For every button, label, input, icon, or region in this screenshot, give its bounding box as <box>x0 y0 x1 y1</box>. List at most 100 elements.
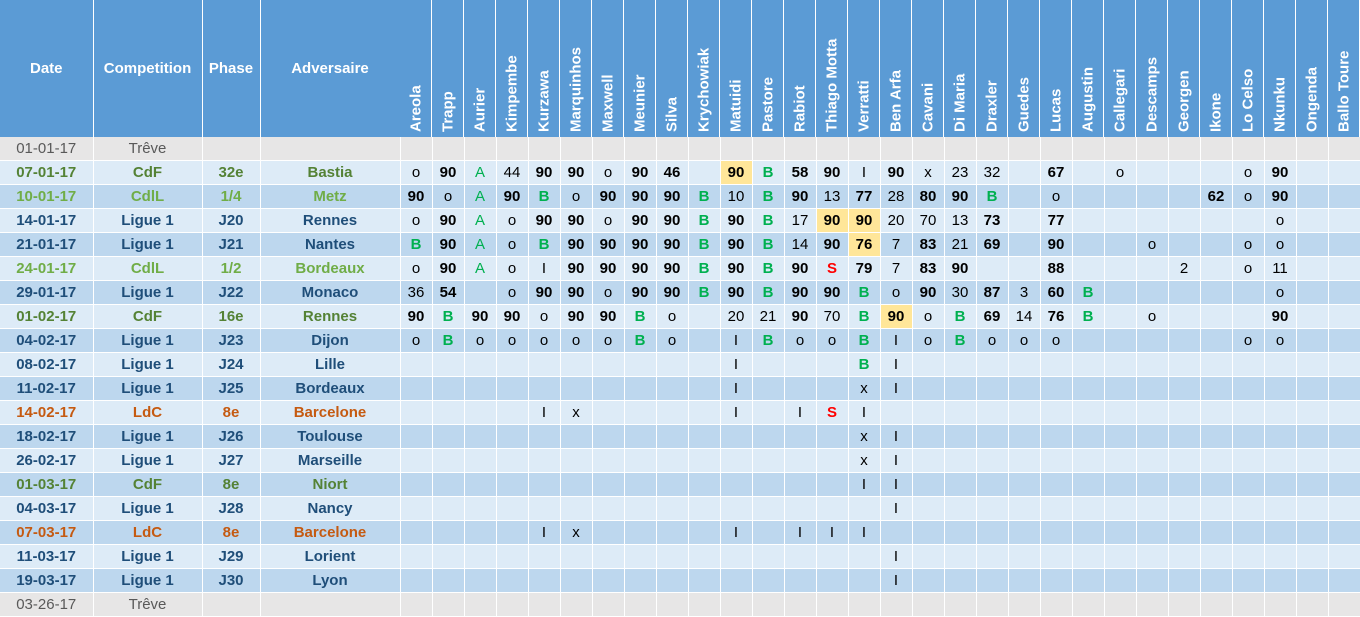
player-cell[interactable] <box>1232 137 1265 161</box>
player-cell[interactable]: o <box>912 328 945 353</box>
player-cell[interactable]: 54 <box>432 280 465 305</box>
player-cell[interactable]: B <box>687 208 721 233</box>
player-cell[interactable]: o <box>1232 328 1265 353</box>
player-cell[interactable]: 90 <box>463 304 497 329</box>
player-cell[interactable]: o <box>496 256 529 281</box>
player-cell[interactable]: 90 <box>816 160 849 185</box>
player-cell[interactable]: o <box>1008 328 1041 353</box>
player-cell[interactable] <box>592 568 625 593</box>
phase-cell[interactable]: 32e <box>202 160 261 185</box>
player-cell[interactable] <box>752 352 785 377</box>
player-cell[interactable] <box>1296 448 1329 473</box>
player-cell[interactable] <box>1232 424 1265 449</box>
header-date[interactable]: Date <box>0 0 94 137</box>
player-cell[interactable]: I <box>879 544 913 569</box>
competition-cell[interactable]: Ligue 1 <box>93 232 203 257</box>
player-cell[interactable] <box>752 568 785 593</box>
player-cell[interactable] <box>784 568 817 593</box>
player-cell[interactable] <box>1071 256 1105 281</box>
player-cell[interactable]: 90 <box>656 232 689 257</box>
header-player[interactable]: Augustin <box>1072 0 1104 137</box>
header-adversaire[interactable]: Adversaire <box>260 0 401 137</box>
player-cell[interactable] <box>528 376 561 401</box>
player-cell[interactable]: 3 <box>1008 280 1041 305</box>
player-cell[interactable] <box>912 520 945 545</box>
player-cell[interactable] <box>624 496 657 521</box>
player-cell[interactable]: o <box>496 208 529 233</box>
player-cell[interactable] <box>720 472 753 497</box>
player-cell[interactable]: 90 <box>560 256 593 281</box>
header-player[interactable]: Cavani <box>912 0 944 137</box>
player-cell[interactable]: o <box>1264 208 1297 233</box>
player-cell[interactable] <box>1200 424 1233 449</box>
player-cell[interactable] <box>1264 472 1297 497</box>
date-cell[interactable]: 07-03-17 <box>0 520 94 545</box>
player-cell[interactable]: I <box>879 352 913 377</box>
player-cell[interactable]: B <box>752 256 785 281</box>
date-cell[interactable]: 08-02-17 <box>0 352 94 377</box>
player-cell[interactable]: 90 <box>816 280 849 305</box>
phase-cell[interactable]: J25 <box>202 376 261 401</box>
header-player[interactable]: Marquinhos <box>560 0 592 137</box>
player-cell[interactable]: 90 <box>432 232 465 257</box>
player-cell[interactable]: o <box>1136 232 1169 257</box>
player-cell[interactable] <box>656 448 689 473</box>
player-cell[interactable]: 23 <box>944 160 977 185</box>
player-cell[interactable] <box>1328 232 1360 257</box>
player-cell[interactable]: o <box>784 328 817 353</box>
player-cell[interactable] <box>432 424 465 449</box>
phase-cell[interactable]: 16e <box>202 304 261 329</box>
phase-cell[interactable]: J29 <box>202 544 261 569</box>
player-cell[interactable] <box>624 544 657 569</box>
player-cell[interactable]: 90 <box>784 280 817 305</box>
player-cell[interactable]: 90 <box>624 280 657 305</box>
player-cell[interactable] <box>560 376 593 401</box>
player-cell[interactable] <box>1136 472 1169 497</box>
player-cell[interactable] <box>1200 568 1233 593</box>
player-cell[interactable] <box>1040 448 1073 473</box>
player-cell[interactable] <box>1328 496 1360 521</box>
player-cell[interactable]: 90 <box>560 160 593 185</box>
player-cell[interactable] <box>496 568 529 593</box>
player-cell[interactable] <box>624 472 657 497</box>
player-cell[interactable] <box>1008 568 1041 593</box>
player-cell[interactable] <box>1136 160 1169 185</box>
player-cell[interactable] <box>624 592 657 617</box>
player-cell[interactable] <box>656 424 689 449</box>
player-cell[interactable] <box>624 352 657 377</box>
player-cell[interactable] <box>976 472 1009 497</box>
player-cell[interactable] <box>1328 328 1360 353</box>
date-cell[interactable]: 14-01-17 <box>0 208 94 233</box>
player-cell[interactable]: 90 <box>560 232 593 257</box>
player-cell[interactable]: x <box>848 424 881 449</box>
player-cell[interactable] <box>1200 137 1233 161</box>
player-cell[interactable]: 90 <box>656 280 689 305</box>
player-cell[interactable]: I <box>816 520 849 545</box>
player-cell[interactable] <box>1296 544 1329 569</box>
player-cell[interactable] <box>1008 352 1041 377</box>
player-cell[interactable] <box>912 568 945 593</box>
header-player[interactable]: Aurier <box>464 0 496 137</box>
player-cell[interactable] <box>1071 352 1105 377</box>
player-cell[interactable]: I <box>879 424 913 449</box>
adversaire-cell[interactable]: Lorient <box>260 544 401 569</box>
player-cell[interactable] <box>1071 400 1105 425</box>
player-cell[interactable] <box>463 352 497 377</box>
player-cell[interactable] <box>1104 208 1137 233</box>
player-cell[interactable]: 90 <box>656 256 689 281</box>
player-cell[interactable]: I <box>848 400 881 425</box>
player-cell[interactable]: 67 <box>1040 160 1073 185</box>
player-cell[interactable]: B <box>848 304 881 329</box>
player-cell[interactable] <box>1040 496 1073 521</box>
player-cell[interactable] <box>528 592 561 617</box>
player-cell[interactable] <box>624 137 657 161</box>
header-player[interactable]: Maxwell <box>592 0 624 137</box>
player-cell[interactable] <box>1328 352 1360 377</box>
date-cell[interactable]: 01-02-17 <box>0 304 94 329</box>
player-cell[interactable] <box>1168 376 1201 401</box>
phase-cell[interactable]: 1/2 <box>202 256 261 281</box>
player-cell[interactable]: 28 <box>879 184 913 209</box>
player-cell[interactable]: 13 <box>944 208 977 233</box>
competition-cell[interactable]: CdF <box>93 160 203 185</box>
player-cell[interactable] <box>528 424 561 449</box>
